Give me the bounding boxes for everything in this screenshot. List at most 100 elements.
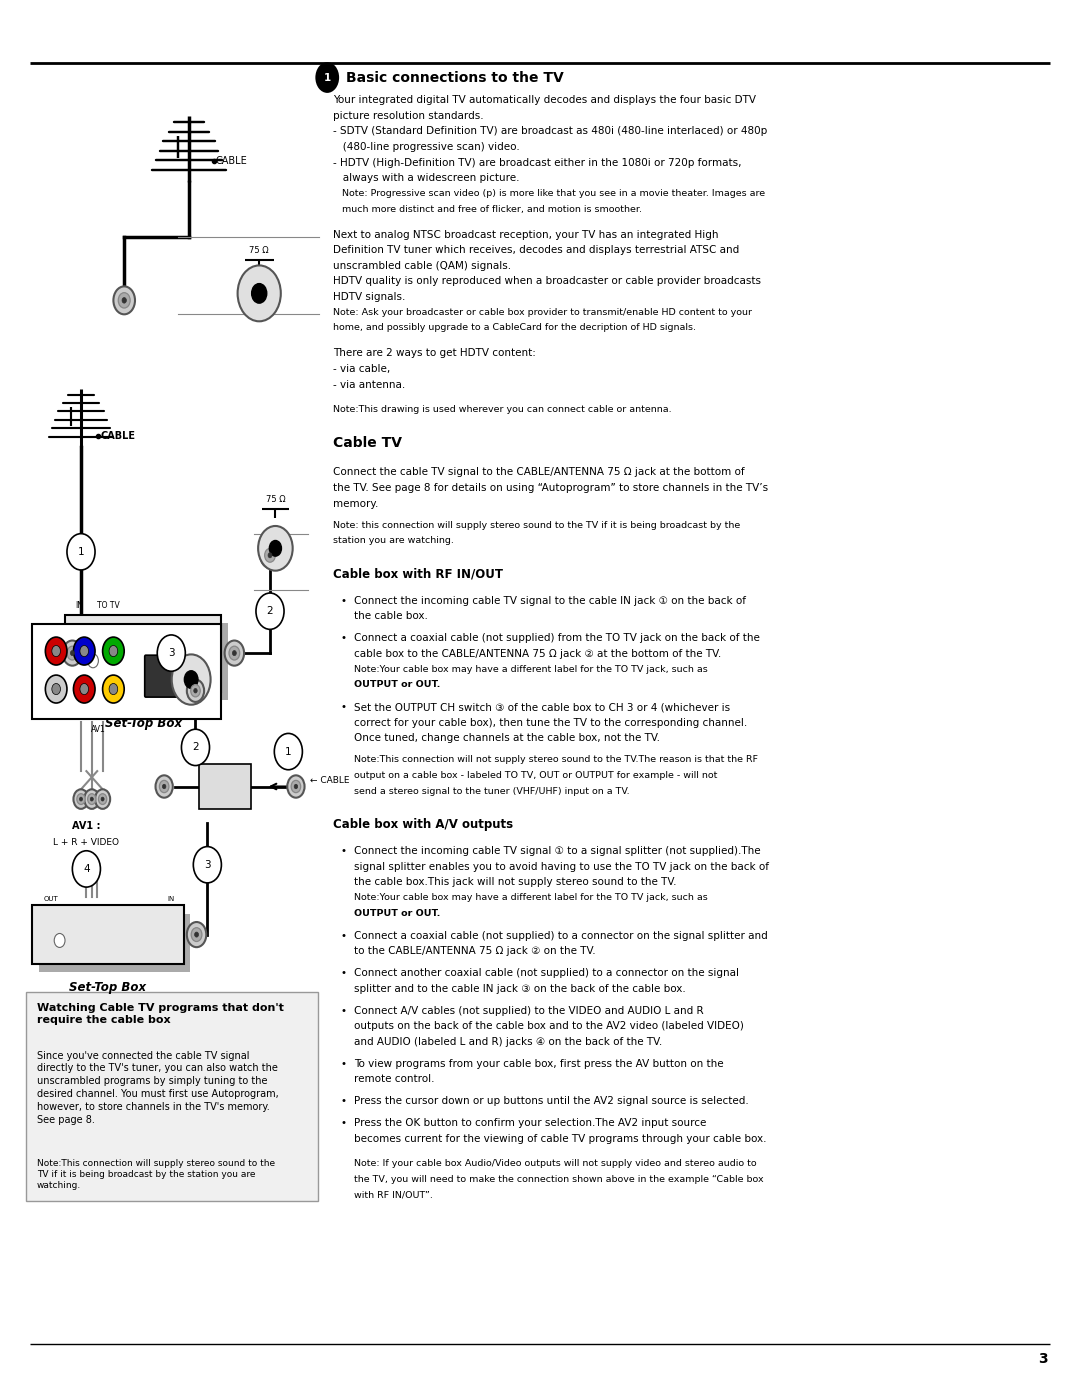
Text: 3: 3 — [204, 859, 211, 870]
Circle shape — [119, 293, 130, 309]
Text: outputs on the back of the cable box and to the AV2 video (labeled VIDEO): outputs on the back of the cable box and… — [354, 1021, 744, 1031]
Circle shape — [80, 798, 82, 800]
Text: 3: 3 — [168, 648, 175, 658]
Circle shape — [95, 789, 110, 809]
Bar — [32, 905, 184, 964]
Text: HDMI: HDMI — [154, 704, 170, 710]
Text: 75 Ω: 75 Ω — [249, 246, 269, 254]
Circle shape — [67, 534, 95, 570]
Text: the cable box.: the cable box. — [354, 612, 428, 622]
Circle shape — [54, 933, 65, 947]
Text: ← CABLE: ← CABLE — [310, 777, 350, 785]
Text: correct for your cable box), then tune the TV to the corresponding channel.: correct for your cable box), then tune t… — [354, 718, 747, 728]
Text: •: • — [340, 968, 347, 978]
Text: Pb: Pb — [81, 629, 87, 634]
Circle shape — [87, 654, 98, 668]
Text: Set the OUTPUT CH switch ③ of the cable box to CH 3 or 4 (whichever is: Set the OUTPUT CH switch ③ of the cable … — [354, 703, 730, 712]
Bar — [71, 623, 228, 700]
Circle shape — [185, 671, 198, 689]
Circle shape — [258, 525, 293, 570]
Circle shape — [80, 683, 89, 694]
Circle shape — [265, 549, 275, 562]
Text: Cable TV: Cable TV — [333, 436, 402, 450]
Text: Pr: Pr — [54, 629, 58, 634]
Circle shape — [172, 654, 211, 704]
Text: •: • — [340, 1006, 347, 1016]
Circle shape — [315, 63, 339, 92]
Text: 1: 1 — [78, 546, 84, 557]
FancyBboxPatch shape — [145, 655, 179, 697]
Circle shape — [158, 634, 186, 671]
Circle shape — [287, 775, 305, 798]
Circle shape — [156, 775, 173, 798]
Circle shape — [77, 793, 85, 805]
Text: To view programs from your cable box, first press the AV button on the: To view programs from your cable box, fi… — [354, 1059, 724, 1069]
Circle shape — [229, 647, 240, 659]
Circle shape — [122, 298, 126, 303]
Circle shape — [256, 592, 284, 629]
Text: Set-Top Box: Set-Top Box — [105, 717, 181, 729]
Circle shape — [73, 675, 95, 703]
Circle shape — [109, 683, 118, 694]
Circle shape — [98, 793, 107, 805]
Text: •: • — [340, 1097, 347, 1106]
Bar — [32, 624, 221, 719]
Text: 1: 1 — [285, 746, 292, 757]
Circle shape — [252, 284, 267, 303]
Circle shape — [225, 640, 244, 665]
Circle shape — [160, 781, 168, 792]
Circle shape — [181, 729, 210, 766]
Text: Connect the incoming cable TV signal ① to a signal splitter (not supplied).The: Connect the incoming cable TV signal ① t… — [354, 847, 761, 856]
Circle shape — [194, 932, 199, 937]
Text: Y: Y — [112, 629, 114, 634]
Circle shape — [232, 651, 237, 655]
Text: remote control.: remote control. — [354, 1074, 435, 1084]
Circle shape — [269, 541, 282, 556]
Circle shape — [191, 685, 200, 697]
Text: 3: 3 — [1038, 1352, 1048, 1366]
Text: OUTPUT or OUT.: OUTPUT or OUT. — [354, 908, 441, 918]
Text: unscrambled cable (QAM) signals.: unscrambled cable (QAM) signals. — [333, 261, 511, 271]
Circle shape — [191, 928, 202, 942]
Circle shape — [274, 733, 302, 770]
Text: splitter and to the cable IN jack ③ on the back of the cable box.: splitter and to the cable IN jack ③ on t… — [354, 983, 686, 993]
Text: CABLE: CABLE — [216, 155, 247, 166]
Text: - SDTV (Standard Definition TV) are broadcast as 480i (480-line interlaced) or 4: - SDTV (Standard Definition TV) are broa… — [333, 126, 767, 137]
Circle shape — [268, 553, 272, 557]
Text: •: • — [340, 930, 347, 940]
Text: 1: 1 — [324, 73, 330, 82]
Text: SPLITTER: SPLITTER — [214, 793, 235, 798]
Text: cable box to the CABLE/ANTENNA 75 Ω jack ② at the bottom of the TV.: cable box to the CABLE/ANTENNA 75 Ω jack… — [354, 648, 721, 659]
Circle shape — [193, 689, 198, 693]
Text: AV1: AV1 — [91, 725, 106, 733]
Text: L + R + VIDEO: L + R + VIDEO — [53, 838, 120, 847]
Text: always with a widescreen picture.: always with a widescreen picture. — [333, 173, 519, 183]
Text: There are 2 ways to get HDTV content:: There are 2 ways to get HDTV content: — [333, 348, 536, 359]
Text: Note:Your cable box may have a different label for the TO TV jack, such as: Note:Your cable box may have a different… — [354, 893, 708, 902]
Text: - via cable,: - via cable, — [333, 365, 390, 374]
Text: Note: this connection will supply stereo sound to the TV if it is being broadcas: Note: this connection will supply stereo… — [333, 521, 740, 529]
Text: becomes current for the viewing of cable TV programs through your cable box.: becomes current for the viewing of cable… — [354, 1134, 767, 1144]
Circle shape — [294, 784, 298, 789]
Text: TO TV: TO TV — [97, 602, 120, 610]
Text: •: • — [340, 1118, 347, 1129]
Circle shape — [70, 651, 75, 655]
Circle shape — [63, 640, 82, 665]
Text: Note:This connection will not supply stereo sound to the TV.The reason is that t: Note:This connection will not supply ste… — [354, 756, 758, 764]
Text: CABLE: CABLE — [100, 430, 135, 441]
Text: to the CABLE/ANTENNA 75 Ω jack ② on the TV.: to the CABLE/ANTENNA 75 Ω jack ② on the … — [354, 946, 596, 956]
Circle shape — [187, 679, 204, 701]
Text: 75 Ω: 75 Ω — [266, 495, 285, 504]
Text: SIGNAL: SIGNAL — [216, 777, 233, 782]
Circle shape — [73, 637, 95, 665]
Text: send a stereo signal to the tuner (VHF/UHF) input on a TV.: send a stereo signal to the tuner (VHF/U… — [354, 787, 630, 795]
Text: Basic connections to the TV: Basic connections to the TV — [346, 70, 564, 85]
Circle shape — [193, 847, 221, 883]
Circle shape — [87, 793, 96, 805]
Text: Note:This connection will supply stereo sound to the
TV if it is being broadcast: Note:This connection will supply stereo … — [37, 1160, 274, 1190]
Circle shape — [72, 851, 100, 887]
Text: memory.: memory. — [333, 499, 378, 509]
Text: IN: IN — [76, 602, 83, 610]
Bar — [199, 764, 251, 809]
Text: OUT: OUT — [43, 897, 58, 902]
